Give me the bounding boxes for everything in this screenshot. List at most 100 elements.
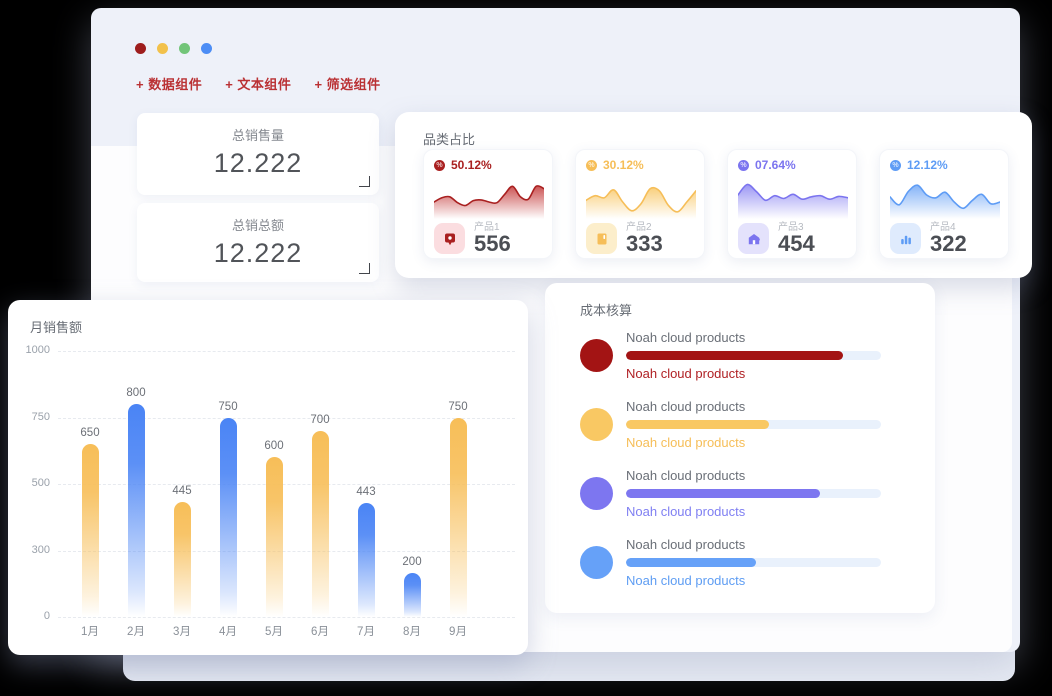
x-tick-label: 5月 (265, 626, 283, 638)
product-summary: 产品1 556 (434, 222, 542, 255)
window-dot-red-icon[interactable] (135, 43, 146, 54)
cost-row-4: Noah cloud products Noah cloud products (580, 537, 881, 588)
gridline (58, 484, 515, 485)
panel-title: 成本核算 (580, 303, 633, 318)
store-icon (748, 233, 760, 244)
gridline (58, 550, 515, 552)
trend-header: % 12.12% (890, 158, 998, 172)
category-card-product3[interactable]: % 07.64% 产品3 454 (727, 149, 857, 259)
category-share-panel[interactable]: 品类占比 % 50.12% 产 (395, 112, 1032, 278)
stat-value: 12.222 (213, 238, 303, 268)
chart-title: 月销售额 (30, 320, 83, 335)
resize-handle-icon[interactable] (359, 263, 370, 274)
book-icon (597, 233, 606, 244)
stat-card-total-sales-volume[interactable]: 总销售量 12.222 (137, 113, 379, 195)
category-card-row: % 50.12% 产品1 556 (423, 149, 1009, 259)
legend-circle (580, 408, 613, 441)
cost-row-2: Noah cloud products Noah cloud products (580, 399, 881, 450)
row-sublabel: Noah cloud products (626, 573, 746, 588)
y-tick-label: 0 (43, 610, 50, 622)
trend-header: % 07.64% (738, 158, 846, 172)
window-dots (135, 43, 212, 54)
cost-rows: Noah cloud products Noah cloud products … (580, 330, 881, 588)
sparkline-chart (586, 186, 696, 219)
row-label: Noah cloud products (626, 399, 746, 414)
category-card-product2[interactable]: % 30.12% 产品2 333 (575, 149, 705, 259)
tag-icon (444, 233, 455, 245)
bar-value-label: 750 (218, 400, 238, 413)
cost-accounting-panel[interactable]: 成本核算 Noah cloud products Noah cloud prod… (545, 283, 935, 613)
monthly-sales-panel[interactable]: 月销售额 0 300 500 750 1000 650 1月 800 2月 445 3月 750 4月 6… (8, 300, 528, 655)
x-tick-label: 7月 (357, 626, 375, 638)
y-tick-label: 1000 (25, 344, 50, 356)
gridline (58, 351, 515, 352)
legend-circle (580, 546, 613, 579)
progress-fill (626, 420, 769, 429)
category-card-product1[interactable]: % 50.12% 产品1 556 (423, 149, 553, 259)
panel-title: 品类占比 (423, 132, 476, 147)
window-dot-blue-icon[interactable] (201, 43, 212, 54)
progress-track (626, 351, 881, 360)
add-text-widget-button[interactable]: + 文本组件 (225, 74, 291, 93)
row-sublabel: Noah cloud products (626, 435, 746, 450)
progress-track (626, 489, 881, 498)
bar (449, 417, 467, 617)
bar-value-label: 445 (172, 485, 192, 498)
y-tick-label: 750 (31, 410, 50, 423)
product-value: 556 (474, 231, 511, 256)
resize-handle-icon[interactable] (359, 176, 370, 187)
product-icon-box (434, 223, 465, 254)
cost-row-1: Noah cloud products Noah cloud products (580, 330, 881, 381)
stat-value: 12.222 (213, 148, 303, 178)
add-data-widget-button[interactable]: + 数据组件 (136, 74, 202, 93)
category-card-product4[interactable]: % 12.12% 产品4 322 (879, 149, 1009, 259)
sparkline-chart (890, 184, 1000, 219)
progress-fill (626, 558, 757, 567)
window-dot-green-icon[interactable] (179, 43, 190, 54)
bar (219, 417, 237, 617)
bar (357, 502, 375, 617)
x-tick-label: 1月 (81, 626, 99, 638)
bar-value-label: 750 (448, 400, 468, 413)
legend-circle (580, 339, 613, 372)
product-summary: 产品2 333 (586, 222, 694, 255)
percent-label: 30.12% (603, 158, 644, 172)
progress-track (626, 558, 881, 567)
progress-fill (626, 489, 820, 498)
product-label: 产品1 (474, 222, 500, 233)
bar-value-label: 700 (310, 413, 330, 426)
bar (265, 457, 283, 617)
x-tick-label: 6月 (311, 626, 329, 638)
bar (127, 404, 145, 617)
y-tick-label: 300 (31, 543, 50, 556)
bar-value-label: 200 (402, 555, 422, 568)
legend-circle (580, 477, 613, 510)
product-value: 454 (778, 231, 815, 256)
percent-label: 50.12% (451, 158, 492, 172)
stat-title: 总销总额 (231, 218, 284, 233)
product-icon-box (586, 223, 617, 254)
trend-header: % 50.12% (434, 158, 542, 172)
product-summary: 产品4 322 (890, 222, 998, 255)
bar (173, 502, 191, 617)
trend-header: % 30.12% (586, 158, 694, 172)
x-tick-label: 9月 (449, 626, 467, 638)
stat-title: 总销售量 (231, 128, 284, 143)
trend-dot-icon: % (434, 159, 445, 171)
x-tick-label: 4月 (219, 626, 237, 638)
product-value: 333 (626, 231, 663, 256)
bar (311, 430, 329, 617)
bar-value-label: 800 (126, 387, 146, 400)
stat-card-total-sales-amount[interactable]: 总销总额 12.222 (137, 203, 379, 282)
x-tick-label: 3月 (173, 626, 191, 638)
widget-toolbar: + 数据组件 + 文本组件 + 筛选组件 (136, 74, 381, 93)
window-dot-yellow-icon[interactable] (157, 43, 168, 54)
y-tick-label: 500 (31, 477, 50, 489)
progress-track (626, 420, 881, 429)
add-filter-widget-button[interactable]: + 筛选组件 (314, 74, 380, 93)
product-label: 产品4 (930, 222, 956, 233)
trend-dot-icon: % (586, 159, 597, 171)
row-label: Noah cloud products (626, 537, 746, 552)
percent-label: 12.12% (907, 158, 948, 172)
bar (403, 572, 421, 617)
